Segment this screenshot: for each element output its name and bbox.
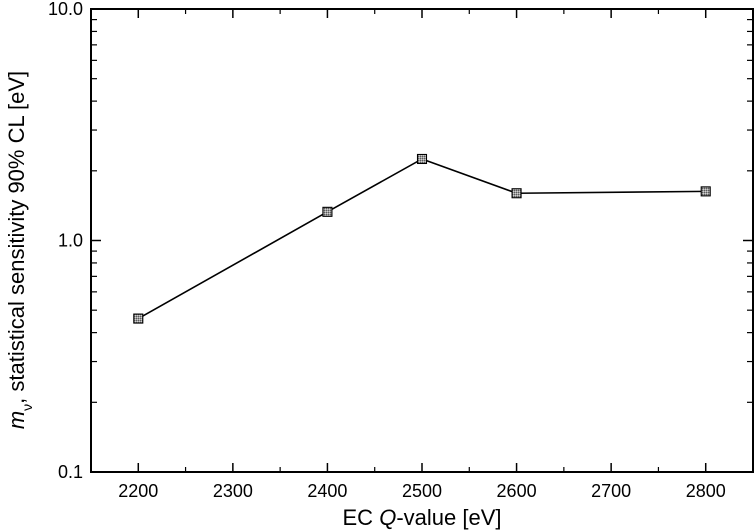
data-point-marker [700,186,711,197]
x-tick-label: 2600 [497,481,537,501]
x-axis-label: EC Q-value [eV] [343,505,502,530]
y-tick-label: 1.0 [58,231,83,251]
y-tick-label: 10.0 [48,0,83,19]
x-tick-label: 2700 [591,481,631,501]
data-point-marker [416,153,428,165]
plot-area-frame [90,8,754,473]
data-point-marker [511,188,522,199]
data-point-marker [133,313,144,324]
series-line [137,158,706,320]
x-tick-label: 2200 [118,481,158,501]
data-point-marker [322,206,333,217]
x-tick-label: 2400 [307,481,347,501]
x-tick-label: 2300 [213,481,253,501]
x-tick-label: 2800 [686,481,726,501]
y-axis-label: mν, statistical sensitivity 90% CL [eV] [4,71,35,429]
x-tick-label: 2500 [402,481,442,501]
y-tick-label: 0.1 [58,462,83,482]
